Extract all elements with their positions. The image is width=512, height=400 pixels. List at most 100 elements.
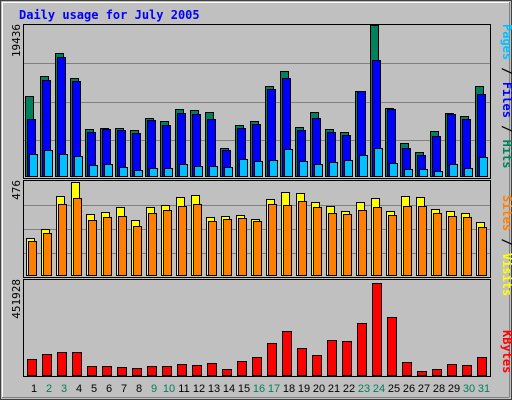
day-label: 22 [343, 383, 355, 395]
sites-bar [268, 204, 277, 276]
day-label: 23 [358, 383, 370, 395]
day-label: 19 [298, 383, 310, 395]
day-label: 28 [433, 383, 445, 395]
day-label: 29 [448, 383, 460, 395]
sites-bar [253, 221, 262, 276]
sites-bar [388, 215, 397, 276]
pages-bar [194, 166, 203, 177]
kbytes-legend: KBytes [500, 330, 512, 373]
legend-entry: Visits [500, 253, 512, 296]
kbytes-bar [102, 366, 112, 376]
day-label: 11 [178, 383, 189, 395]
kbytes-bar [372, 283, 382, 376]
sites-bar [58, 204, 67, 276]
pages-bar [29, 154, 38, 177]
sites-bar [433, 213, 442, 276]
sites-bar [178, 206, 187, 276]
kbytes-bar [147, 366, 157, 376]
day-label: 2 [46, 383, 52, 395]
sites-bar [373, 207, 382, 276]
day-label: 27 [418, 383, 430, 395]
files-bar [462, 119, 471, 177]
kbytes-bar [432, 369, 442, 376]
panel-kbytes-bars [27, 283, 487, 376]
kbytes-bar [417, 371, 427, 376]
sites-bar [148, 213, 157, 276]
day-label: 30 [463, 383, 475, 395]
kbytes-bar [282, 331, 292, 376]
pages-bar [464, 168, 473, 177]
kbytes-bar [237, 361, 247, 376]
pages-bar [74, 156, 83, 177]
day-label: 18 [283, 383, 295, 395]
day-label: 16 [253, 383, 265, 395]
sites-bar [238, 218, 247, 276]
kbytes-bar [87, 366, 97, 376]
day-label: 4 [76, 383, 82, 395]
pages-bar [404, 169, 413, 177]
kbytes-bar [462, 365, 472, 376]
day-label: 10 [163, 383, 175, 395]
legend-entry: / [500, 60, 512, 82]
visits-sites-legend: Sites / Visits [500, 195, 512, 296]
pages-bar [59, 154, 68, 177]
pages-bar [479, 157, 488, 177]
day-label: 1 [31, 383, 37, 395]
kbytes-bar [117, 367, 127, 376]
sites-bar [88, 220, 97, 276]
pages-bar [374, 148, 383, 177]
day-label: 31 [478, 383, 490, 395]
sites-bar [133, 226, 142, 276]
hits-files-pages-legend: Pages / Files / Hits [500, 24, 512, 169]
pages-bar [224, 167, 233, 177]
kbytes-bar [177, 364, 187, 376]
sites-bar [328, 213, 337, 276]
sites-bar [343, 214, 352, 276]
legend-entry: Sites [500, 195, 512, 231]
kbytes-bar [27, 359, 37, 376]
day-label: 12 [193, 383, 205, 395]
kbytes-bar [132, 368, 142, 376]
sites-bar [403, 206, 412, 276]
sites-bar [478, 227, 487, 276]
kbytes-axis-max-label: 451928 [10, 279, 23, 319]
pages-bar [134, 170, 143, 177]
sites-bar [313, 207, 322, 276]
day-label: 21 [328, 383, 340, 395]
kbytes-bar [72, 352, 82, 376]
kbytes-bar [162, 366, 172, 376]
day-label: 17 [268, 383, 280, 395]
day-label: 8 [136, 383, 142, 395]
pages-bar [419, 169, 428, 177]
kbytes-bar [207, 363, 217, 376]
sites-bar [163, 210, 172, 276]
panel-kbytes: 451928 KBytes [10, 279, 512, 377]
sites-bar [298, 201, 307, 276]
pages-bar [314, 164, 323, 177]
kbytes-bar [387, 317, 397, 376]
sites-bar [448, 216, 457, 276]
pages-bar [89, 165, 98, 177]
pages-bar [209, 166, 218, 177]
hits-axis-max-label: 19436 [10, 24, 23, 57]
pages-bar [104, 164, 113, 177]
panel-visits-sites: 476 Sites / Visits [10, 180, 512, 296]
pages-bar [164, 168, 173, 177]
sites-bar [283, 205, 292, 276]
day-label: 15 [238, 383, 250, 395]
pages-bar [119, 167, 128, 177]
kbytes-bar [327, 340, 337, 376]
pages-bar [269, 160, 278, 177]
kbytes-bar [57, 352, 67, 376]
day-label: 5 [91, 383, 97, 395]
pages-bar [254, 161, 263, 177]
sites-bar [463, 217, 472, 276]
sites-bar [118, 216, 127, 276]
legend-entry: / [500, 118, 512, 140]
day-label: 9 [151, 383, 157, 395]
kbytes-bar [297, 348, 307, 376]
kbytes-bar [312, 355, 322, 376]
pages-bar [284, 149, 293, 177]
legend-entry: Hits [500, 140, 512, 169]
